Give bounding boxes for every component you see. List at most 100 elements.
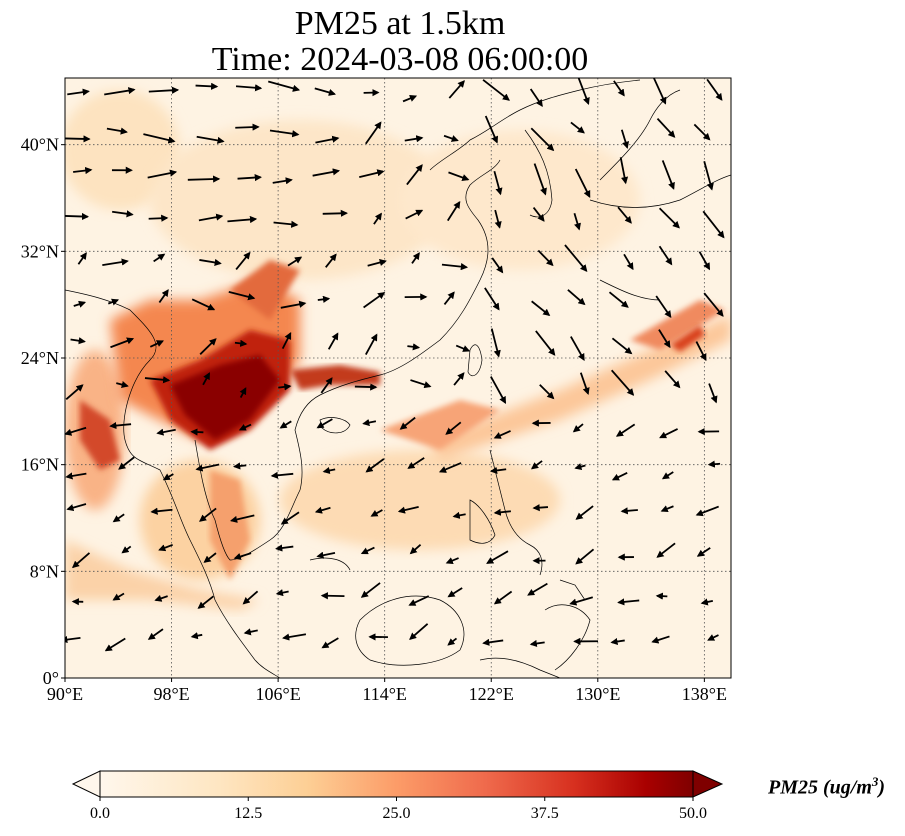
wind-arrow [661,471,674,480]
wind-arrow [110,337,135,349]
map-frame [64,77,732,679]
wind-arrow [656,542,676,558]
wind-arrow [491,257,504,274]
wind-arrow [203,552,217,563]
wind-arrow [233,462,247,470]
wind-arrow [658,329,671,349]
wind-arrow [144,376,171,384]
wind-arrow [651,635,670,644]
wind-arrow [197,595,214,609]
wind-arrow [282,633,307,641]
wind-arrow [448,80,465,99]
wind-arrow [312,168,341,177]
wind-arrow [104,87,136,96]
wind-arrow [202,372,211,386]
wind-arrow [235,84,263,92]
wind-arrow [402,95,418,103]
wind-arrow [359,169,385,179]
lat-tick-label: 24°N [21,348,59,368]
wind-arrow [65,135,91,143]
wind-arrow [482,79,510,101]
wind-arrow [443,291,455,305]
lat-tick-label: 16°N [21,455,59,475]
wind-arrow [112,210,134,218]
wind-arrow [327,332,339,350]
wind-arrow [490,328,501,358]
wind-arrow [620,507,638,515]
wind-arrow [707,460,721,468]
wind-arrow [706,78,723,101]
map-title-line1: PM25 at 1.5km [294,5,506,42]
lon-tick-label: 130°E [575,684,620,704]
wind-arrow [198,213,224,222]
wind-arrow [620,129,629,149]
wind-arrow [441,263,469,271]
wind-arrow [233,552,252,560]
wind-arrow [486,550,509,564]
wind-arrow [239,387,247,398]
colorbar-min-extend [71,770,101,798]
wind-arrow [564,244,588,272]
wind-arrow [370,509,383,517]
wind-arrow [611,337,633,355]
wind-arrow [373,212,382,225]
lon-tick-label: 138°E [682,684,727,704]
wind-arrow [316,418,333,429]
wind-arrow [279,420,292,429]
wind-arrow [698,251,711,271]
wind-arrow [574,463,586,471]
lat-tick-label: 40°N [21,135,59,155]
wind-arrow [453,372,465,386]
lon-tick-label: 106°E [256,684,301,704]
pm25-field [65,90,731,610]
wind-arrow [116,381,129,389]
colorbar-tick-label: 25.0 [383,805,411,822]
wind-arrow [229,514,255,523]
wind-arrow [445,421,462,435]
wind-arrow [693,123,711,141]
colorbar-title: PM25 (ug/m3) [768,774,885,800]
wind-arrow [570,336,585,362]
wind-arrow [535,330,556,356]
wind-arrow [702,210,725,239]
wind-arrow [287,256,303,267]
wind-arrow [445,557,459,564]
wind-arrow [104,637,126,652]
lat-axis: 0° 8°N 16°N 24°N 32°N 40°N [21,135,65,688]
wind-arrow [367,259,387,267]
lat-tick-label: 8°N [30,561,59,581]
gridlines [65,78,731,678]
colorbar-max-extend [692,770,724,798]
wind-arrow [147,169,178,179]
wind-arrow [195,82,219,90]
wind-arrow [493,170,503,196]
wind-arrow [575,548,595,565]
wind-arrow [272,177,293,185]
wind-arrow [615,423,636,437]
wind-arrow [664,370,681,389]
wind-arrow [570,121,585,134]
wind-arrow [573,213,581,231]
wind-arrow [493,430,511,439]
wind-arrow [65,472,87,480]
wind-arrow [235,123,260,131]
wind-arrow [112,592,125,601]
wind-arrow [438,462,462,473]
wind-arrow [109,421,132,430]
wind-arrow [320,377,333,394]
wind-arrow [408,595,430,606]
wind-arrow [314,506,331,514]
wind-arrow [707,634,719,641]
wind-arrow [153,253,166,263]
lon-tick-label: 114°E [362,684,407,704]
wind-arrow [611,471,628,481]
wind-arrow [484,115,499,144]
coastlines [65,79,731,678]
wind-arrow [275,544,294,552]
wind-arrow [365,121,382,145]
wind-arrow [199,507,217,522]
wind-arrow [407,343,421,351]
wind-arrow [363,292,386,309]
wind-arrow [280,300,307,309]
